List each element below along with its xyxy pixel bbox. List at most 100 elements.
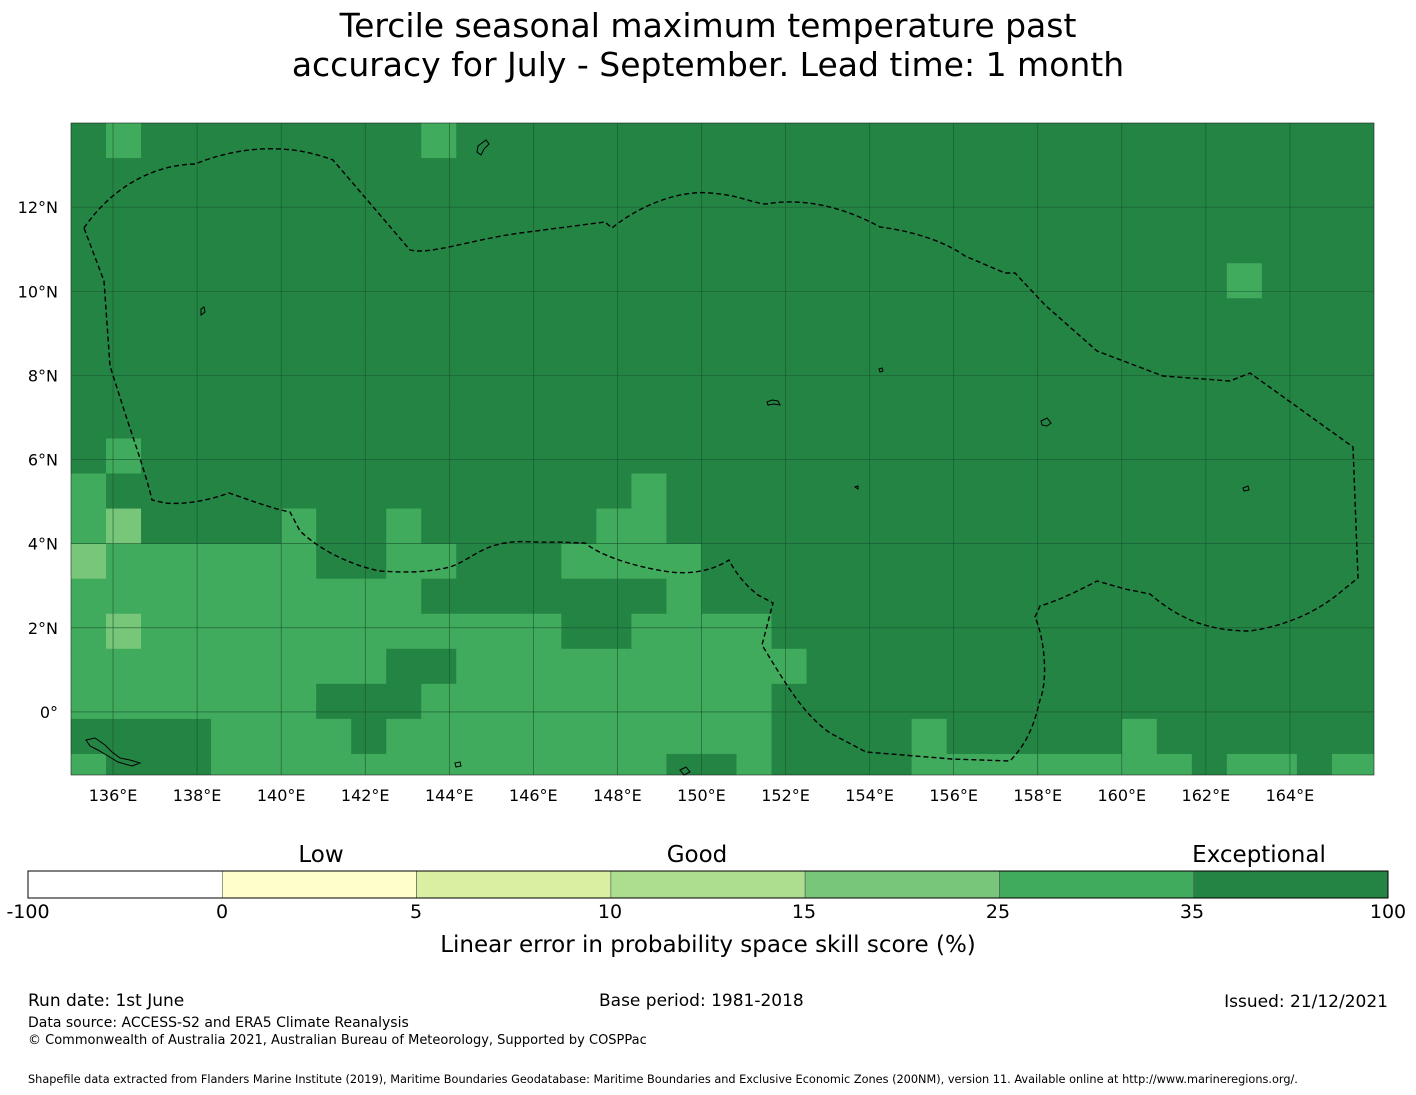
grid-cell (946, 228, 983, 264)
island-chuuk (766, 399, 781, 406)
grid-cell (666, 508, 702, 545)
grid-cell (1226, 158, 1263, 194)
grid-cell (246, 438, 282, 474)
grid-cell (1331, 298, 1368, 334)
grid-cell (351, 403, 387, 439)
grid-cell (211, 613, 247, 650)
grid-cell (981, 718, 1018, 755)
grid-cell (806, 753, 842, 775)
grid-cell (771, 368, 807, 404)
grid-cell (246, 578, 282, 615)
skill-score-map: 136°E 138°E 140°E 142°E 144°E 146°E 148°E 150°E… (18, 122, 1375, 830)
grid-cell (1121, 403, 1158, 439)
grid-cell (946, 648, 983, 685)
grid-cell (771, 578, 807, 615)
grid-cell (141, 613, 177, 650)
grid-cell (421, 718, 457, 755)
grid-cell (876, 193, 913, 229)
grid-cell (1261, 193, 1298, 229)
grid-cell (1296, 298, 1333, 334)
grid-cell (456, 753, 492, 775)
grid-cell (911, 508, 948, 545)
grid-cell (246, 298, 282, 334)
grid-cell (666, 193, 702, 229)
grid-cell (176, 613, 212, 650)
grid-cell (176, 403, 212, 439)
grid-cell (1051, 648, 1088, 685)
grid-cell (911, 193, 948, 229)
grid-cell (316, 123, 352, 159)
grid-cell (1366, 228, 1374, 264)
grid-cell (561, 789, 596, 824)
grid-cell (1226, 193, 1263, 229)
grid-cell (526, 753, 562, 775)
grid-cell (1156, 473, 1193, 509)
grid-cell (421, 613, 457, 650)
grid-cell (666, 753, 702, 775)
grid-cell (1296, 333, 1333, 369)
grid-cell (876, 263, 913, 299)
grid-cell (876, 543, 913, 580)
grid-cell (106, 123, 142, 159)
grid-cell (316, 578, 352, 615)
grid-cell (701, 123, 737, 159)
grid-cell (281, 543, 317, 580)
grid-cell (736, 578, 772, 615)
grid-cell (1121, 473, 1158, 509)
grid-cell (211, 543, 247, 580)
grid-cell (1051, 508, 1088, 545)
grid-cell (806, 508, 842, 545)
issued-date: Issued: 21/12/2021 (1224, 992, 1388, 1012)
grid-cell (141, 543, 177, 580)
grid-cell (491, 613, 527, 650)
grid-cell (106, 473, 142, 509)
grid-cell (526, 193, 562, 229)
grid-cell (456, 648, 492, 685)
grid-cell (946, 578, 983, 615)
grid-cell (841, 403, 877, 439)
grid-cell (386, 648, 422, 685)
grid-cell (1157, 824, 1192, 830)
grid-cell (526, 613, 562, 650)
grid-cell (421, 438, 457, 474)
grid-cell (666, 263, 702, 299)
grid-cell (876, 648, 913, 685)
grid-cell (981, 753, 1018, 775)
grid-cell (246, 368, 282, 404)
grid-cell (71, 158, 107, 194)
legend-tick: 35 (1179, 901, 1205, 923)
grid-cell (246, 683, 282, 720)
grid-cell (596, 613, 632, 650)
grid-cell (981, 263, 1018, 299)
grid-cell (456, 193, 492, 229)
grid-cell (1156, 508, 1193, 545)
grid-cell (176, 333, 212, 369)
grid-cell (141, 368, 177, 404)
grid-cell (1156, 613, 1193, 650)
grid-cell (1121, 123, 1158, 159)
grid-cell (946, 158, 983, 194)
grid-cell (246, 403, 282, 439)
grid-cell (1086, 193, 1123, 229)
grid-cell (71, 368, 107, 404)
grid-cell (106, 753, 142, 775)
grid-cell (1121, 298, 1158, 334)
grid-cell (176, 263, 212, 299)
grid-cell (946, 123, 983, 159)
grid-cell (351, 333, 387, 369)
grid-cell (1226, 438, 1263, 474)
grid-cell (316, 824, 351, 830)
grid-cell (1086, 123, 1123, 159)
grid-cell (666, 123, 702, 159)
grid-cell (71, 824, 106, 830)
grid-cell (841, 298, 877, 334)
grid-cell (281, 438, 317, 474)
grid-cell (701, 193, 737, 229)
grid-cell (1122, 824, 1157, 830)
grid-cell (841, 648, 877, 685)
grid-cell (526, 438, 562, 474)
grid-cell (1051, 228, 1088, 264)
grid-cell (736, 333, 772, 369)
grid-cell (736, 543, 772, 580)
grid-cell (561, 543, 597, 580)
